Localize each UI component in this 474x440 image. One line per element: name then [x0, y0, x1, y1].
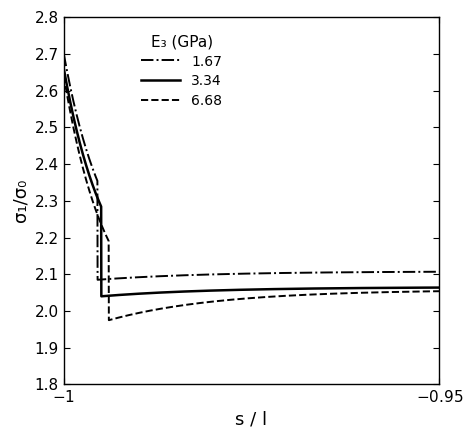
Line: 1.67: 1.67 [64, 54, 439, 280]
1.67 [244, 271, 249, 276]
1.67 [426, 269, 431, 275]
6.68 [357, 290, 363, 296]
1.67 [426, 269, 431, 275]
3.34 [61, 66, 67, 71]
6.68 [80, 165, 86, 171]
6.68 [61, 73, 67, 78]
3.34 [244, 287, 249, 292]
X-axis label: s / l: s / l [236, 411, 267, 429]
6.68 [426, 289, 431, 294]
3.34 [234, 287, 239, 293]
3.34 [426, 285, 431, 290]
Y-axis label: σ₁/σ₀: σ₁/σ₀ [11, 179, 29, 223]
6.68 [426, 289, 431, 294]
6.68 [437, 289, 442, 294]
Line: 6.68: 6.68 [64, 76, 439, 320]
1.67 [234, 271, 239, 276]
3.34 [437, 285, 442, 290]
1.67 [61, 51, 67, 56]
6.68 [234, 297, 239, 302]
3.34 [99, 293, 104, 299]
3.34 [80, 152, 86, 157]
1.67 [437, 269, 442, 275]
6.68 [106, 318, 112, 323]
1.67 [357, 270, 363, 275]
1.67 [80, 136, 86, 141]
1.67 [95, 277, 100, 282]
3.34 [357, 286, 363, 291]
Legend: 1.67, 3.34, 6.68: 1.67, 3.34, 6.68 [136, 29, 228, 114]
3.34 [426, 285, 431, 290]
Line: 3.34: 3.34 [64, 69, 439, 296]
6.68 [244, 296, 249, 301]
